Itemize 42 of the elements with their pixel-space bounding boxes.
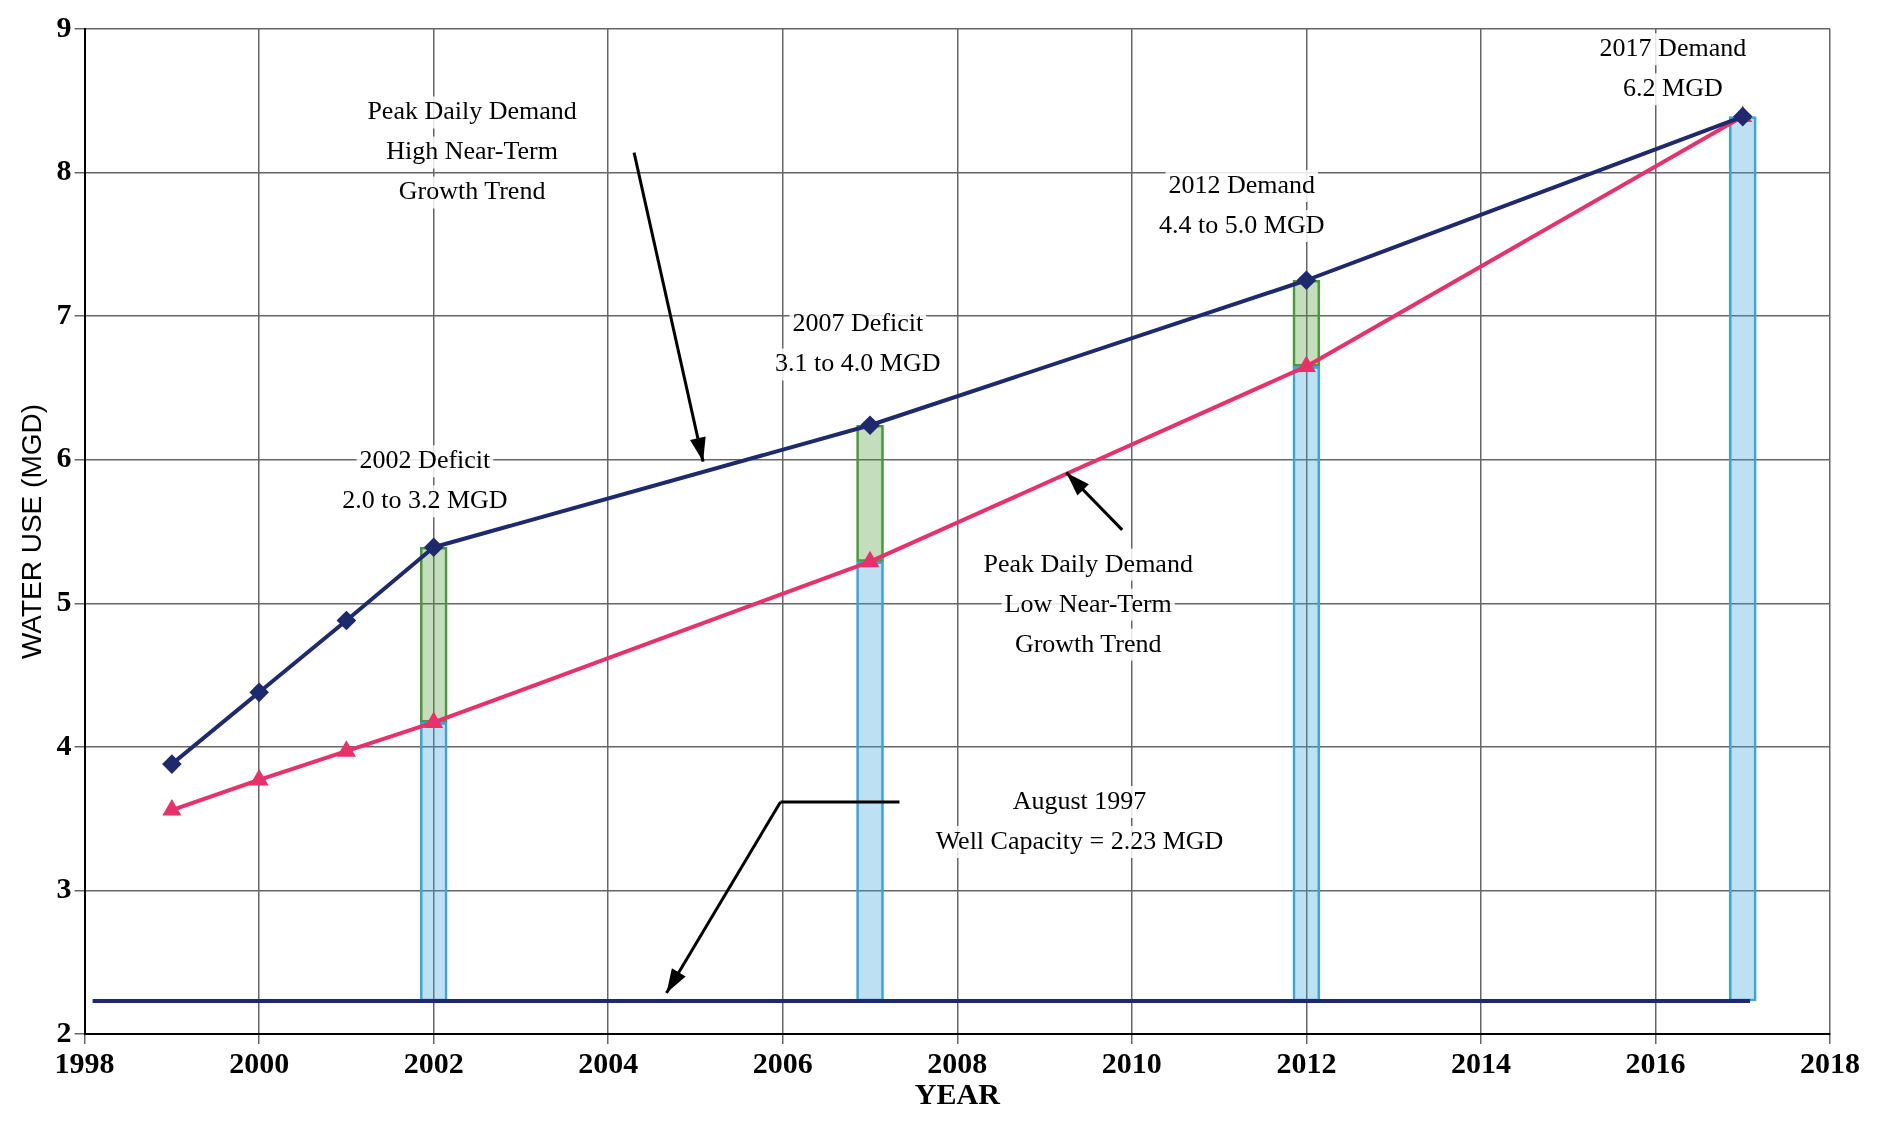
point <box>251 770 268 786</box>
point <box>162 755 181 774</box>
x-tick-label: 2016 <box>1625 1045 1686 1079</box>
point <box>338 742 355 757</box>
point <box>250 683 269 702</box>
x-tick-label: 2004 <box>578 1045 639 1079</box>
y-tick-label: 5 <box>56 584 72 618</box>
y-tick-label: 7 <box>56 296 72 330</box>
x-tick-label: 2018 <box>1800 1045 1860 1079</box>
y-tick-label: 4 <box>56 727 72 761</box>
annotation: 2007 Deficit 3.1 to 4.0 MGD <box>775 308 941 378</box>
x-tick-label: 2008 <box>927 1045 988 1079</box>
annotation: Peak Daily Demand Low Near-Term Growth Trend <box>983 548 1193 658</box>
point <box>1297 271 1316 290</box>
annotation: 2017 Demand 6.2 MGD <box>1599 33 1747 103</box>
y-tick-label: 6 <box>56 440 72 474</box>
x-tick-label: 2002 <box>403 1045 464 1079</box>
y-tick-label: 2 <box>56 1014 72 1048</box>
y-axis-title: WATER USE (MGD) <box>15 403 47 660</box>
bar <box>419 722 448 1002</box>
y-tick-label: 3 <box>56 871 72 905</box>
point <box>163 801 180 816</box>
bar <box>856 561 884 1002</box>
bar <box>1292 366 1321 1002</box>
x-tick-label: 2010 <box>1101 1045 1162 1079</box>
x-tick-label: 2012 <box>1276 1045 1337 1079</box>
point <box>424 538 443 557</box>
point <box>1298 357 1315 372</box>
x-tick-label: 1998 <box>54 1045 115 1079</box>
x-axis-title: YEAR <box>914 1076 1001 1110</box>
x-tick-label: 2000 <box>229 1045 290 1079</box>
annotation: August 1997 Well Capacity = 2.23 MGD <box>935 785 1224 855</box>
annotation: 2012 Demand 4.4 to 5.0 MGD <box>1159 169 1325 239</box>
annotation: Peak Daily Demand High Near-Term Growth Trend <box>367 96 577 206</box>
annotation: 2002 Deficit 2.0 to 3.2 MGD <box>342 445 508 515</box>
point <box>337 611 356 630</box>
point <box>861 416 880 435</box>
x-tick-label: 2014 <box>1450 1045 1511 1079</box>
x-tick-label: 2006 <box>752 1045 813 1079</box>
y-tick-label: 9 <box>56 9 72 43</box>
point <box>425 713 442 728</box>
y-tick-label: 8 <box>56 153 72 187</box>
